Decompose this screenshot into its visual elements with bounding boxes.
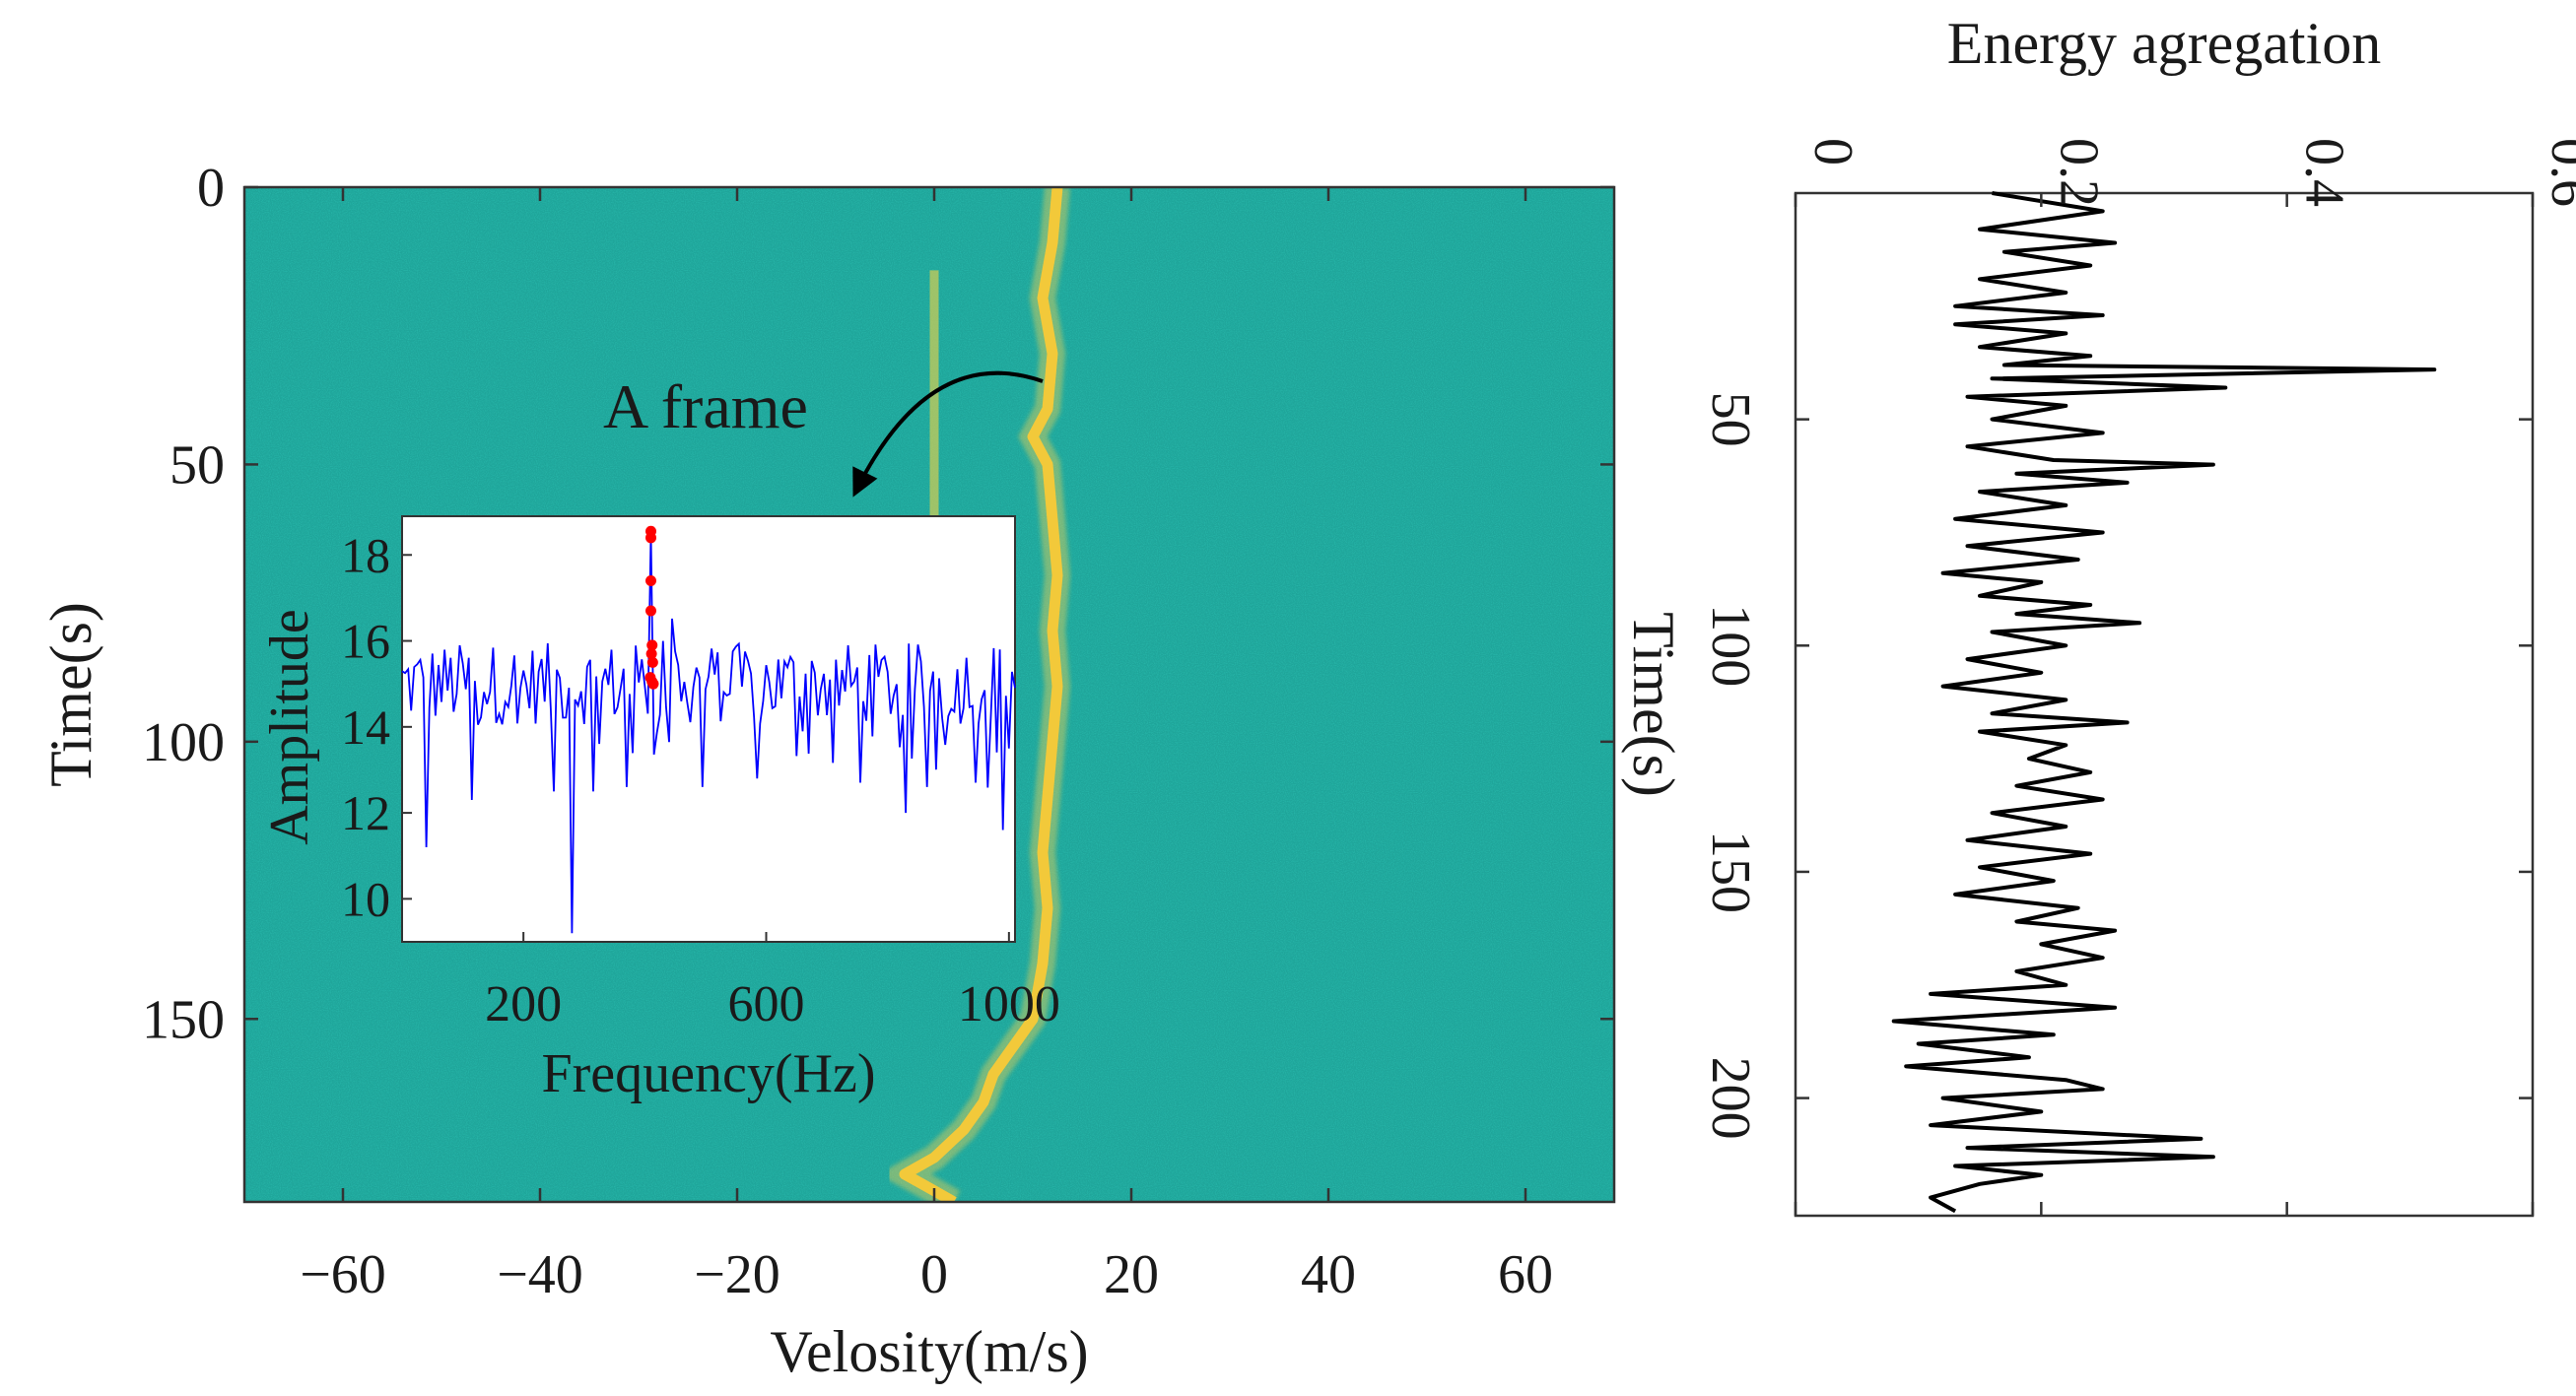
heatmap-x-tick-label: 0 — [920, 1244, 948, 1305]
annotation-arrow — [852, 370, 1044, 498]
inset-panel: 200 600 1000 10 12 14 16 18 Frequency(Hz) Ampl… — [259, 515, 1060, 1104]
inset-peak-marker — [645, 648, 657, 660]
heatmap-y-tick-label: 100 — [142, 712, 225, 773]
inset-y-tick-label: 18 — [341, 527, 390, 582]
inset-y-label: Amplitude — [259, 609, 320, 845]
heatmap-frame — [242, 185, 1616, 1204]
inset-x-ticks: 200 600 1000 — [485, 932, 1060, 1032]
energy-x-ticks: 0 0.2 0.4 0.6 — [1794, 138, 2576, 1216]
inset-peak-marker — [644, 605, 656, 617]
energy-y-tick-label: 200 — [1700, 1057, 1761, 1140]
inset-y-tick-label: 14 — [341, 699, 390, 755]
inset-x-tick-label: 1000 — [958, 976, 1060, 1032]
energy-y-label: Time(s) — [1621, 612, 1686, 797]
inset-x-tick-label: 200 — [485, 976, 562, 1032]
energy-series-line — [1891, 191, 2437, 1214]
energy-y-ticks: 50 100 150 200 — [1700, 392, 2533, 1140]
energy-y-tick-label: 150 — [1700, 831, 1761, 913]
heatmap-x-tick-label: 20 — [1104, 1244, 1159, 1305]
heatmap-x-label: Velosity(m/s) — [770, 1319, 1088, 1384]
energy-y-tick-label: 50 — [1700, 392, 1761, 447]
inset-spectrum-line — [401, 533, 1016, 934]
target-track — [899, 187, 1063, 1202]
energy-frame — [1794, 191, 2535, 1218]
inset-background — [401, 515, 1016, 943]
inset-peak-marker — [644, 532, 656, 544]
inset-peak-marker — [646, 656, 658, 668]
energy-x-tick-label: 0.4 — [2294, 138, 2355, 207]
inset-peak-marker — [644, 574, 656, 586]
inset-x-label: Frequency(Hz) — [542, 1043, 876, 1104]
heatmap-x-tick-label: −40 — [497, 1244, 583, 1305]
heatmap-x-tick-label: 40 — [1301, 1244, 1356, 1305]
inset-y-tick-label: 12 — [341, 785, 390, 840]
inset-peak-marker — [646, 639, 658, 651]
energy-panel: 0 0.2 0.4 0.6 50 100 150 200 Energy agregation… — [1621, 11, 2576, 1218]
heatmap-x-ticks: −60 −40 −20 0 20 40 60 — [300, 187, 1553, 1305]
heatmap-y-tick-label: 0 — [197, 158, 225, 219]
energy-x-tick-label: 0 — [1802, 138, 1864, 166]
heatmap-x-tick-label: −20 — [694, 1244, 780, 1305]
energy-x-tick-label: 0.6 — [2540, 138, 2576, 207]
inset-x-tick-label: 600 — [728, 976, 805, 1032]
annotation-a-frame: A frame — [603, 371, 808, 441]
inset-y-tick-label: 16 — [341, 614, 390, 669]
heatmap-y-label: Time(s) — [38, 602, 103, 787]
heatmap-y-tick-label: 150 — [142, 989, 225, 1050]
inset-y-tick-label: 10 — [341, 871, 390, 926]
energy-x-tick-label: 0.2 — [2048, 138, 2109, 207]
energy-title: Energy agregation — [1947, 11, 2381, 76]
heatmap-y-tick-label: 50 — [169, 434, 225, 496]
energy-y-tick-label: 100 — [1700, 604, 1761, 687]
inset-peak-marker — [647, 678, 659, 690]
heatmap-y-ticks: 0 50 100 150 — [142, 158, 1614, 1050]
inset-y-ticks: 10 12 14 16 18 — [341, 527, 412, 926]
heatmap-x-tick-label: 60 — [1498, 1244, 1553, 1305]
inset-peak-markers — [644, 525, 659, 690]
heatmap-x-tick-label: −60 — [300, 1244, 386, 1305]
